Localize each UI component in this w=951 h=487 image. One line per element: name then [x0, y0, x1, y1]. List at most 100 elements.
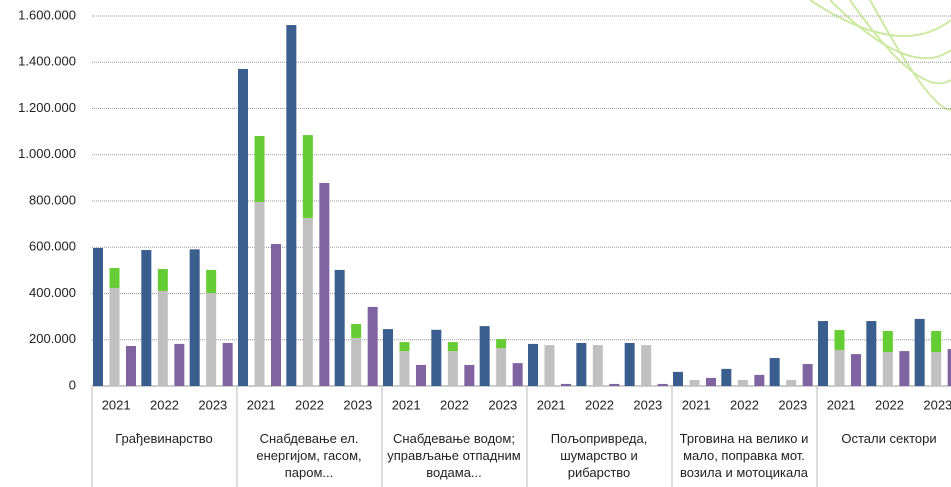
bar [334, 269, 345, 386]
bar [351, 324, 362, 338]
bar [464, 364, 475, 386]
bar [206, 269, 217, 294]
decor-arc [869, 0, 951, 111]
x-tick-label: 2022 [730, 397, 759, 412]
bar [141, 250, 152, 386]
bar [254, 136, 265, 202]
bar [641, 345, 652, 386]
x-tick-label: 2022 [295, 397, 324, 412]
bar [802, 364, 813, 386]
group-label: Остали сектори [841, 431, 937, 446]
bar [351, 337, 362, 386]
bar [737, 379, 748, 386]
bar [109, 287, 120, 386]
x-tick-label: 2023 [633, 397, 662, 412]
bar [576, 342, 587, 386]
bar [206, 293, 217, 386]
bar [367, 306, 378, 386]
bar [383, 329, 393, 386]
bar [851, 354, 861, 386]
bar [721, 368, 732, 386]
bar [754, 374, 765, 386]
bar [399, 342, 410, 352]
bar [157, 290, 168, 386]
bar [609, 383, 620, 386]
group-label: Грађевинарство [115, 431, 213, 446]
x-tick-label: 2021 [682, 397, 711, 412]
y-tick-label: 1.200.000 [18, 100, 76, 115]
bar [882, 352, 893, 386]
bar [431, 329, 442, 386]
bar [286, 25, 297, 387]
bar [866, 321, 877, 386]
bar [447, 342, 458, 352]
y-tick-label: 200.000 [29, 331, 76, 346]
bar [947, 349, 951, 386]
decor-arc [829, 0, 951, 60]
x-tick-label: 2023 [198, 397, 227, 412]
x-tick-label: 2021 [537, 397, 566, 412]
y-tick-label: 600.000 [29, 239, 76, 254]
decoration [809, 0, 951, 111]
bar [769, 358, 780, 386]
x-tick-label: 2021 [247, 397, 276, 412]
decor-arc [849, 0, 951, 85]
bar [657, 383, 668, 386]
bar [786, 379, 797, 386]
bar [882, 330, 893, 353]
bar [302, 135, 313, 218]
group-label: Снабдевање ел. енергијом, гасом, паром..… [256, 431, 362, 480]
bar [496, 339, 507, 349]
bar [561, 383, 571, 386]
x-tick-label: 2022 [585, 397, 614, 412]
bar [899, 351, 910, 386]
bar [157, 268, 168, 291]
bar [834, 330, 845, 350]
bar [528, 343, 538, 386]
bar [302, 217, 313, 386]
bar [254, 201, 265, 386]
y-tick-label: 1.400.000 [18, 54, 76, 69]
bar [126, 345, 136, 386]
group-label: Снабдевање водом; управљање отпадним вод… [387, 431, 521, 480]
bar [447, 351, 458, 386]
x-tick-label: 2022 [440, 397, 469, 412]
bar [818, 321, 828, 386]
bar [706, 377, 716, 386]
bar [512, 363, 523, 386]
bar [109, 268, 120, 288]
x-tick-label: 2021 [102, 397, 131, 412]
bar [174, 343, 185, 386]
bar [416, 364, 426, 386]
bar [238, 68, 248, 387]
bar [496, 348, 507, 386]
bar [479, 326, 490, 386]
x-tick-label: 2023 [778, 397, 807, 412]
bar [914, 318, 925, 386]
y-tick-label: 1.600.000 [18, 7, 76, 22]
x-tick-label: 2023 [488, 397, 517, 412]
x-tick-label: 2021 [392, 397, 421, 412]
x-tick-label: 2023 [923, 397, 951, 412]
bar [931, 352, 942, 386]
y-tick-label: 400.000 [29, 285, 76, 300]
bar [689, 379, 700, 386]
y-tick-label: 800.000 [29, 192, 76, 207]
bar [673, 371, 683, 386]
bar [399, 351, 410, 386]
bar [624, 342, 635, 386]
bar [271, 244, 281, 386]
x-tick-label: 2022 [150, 397, 179, 412]
y-tick-label: 1.000.000 [18, 146, 76, 161]
bar [931, 330, 942, 353]
x-tick-label: 2022 [875, 397, 904, 412]
bar [592, 345, 603, 386]
x-tick-label: 2021 [827, 397, 856, 412]
group-label: Трговина на велико и мало, поправка мот.… [679, 431, 809, 480]
y-tick-label: 0 [69, 377, 76, 392]
bar [189, 249, 200, 386]
x-tick-label: 2023 [343, 397, 372, 412]
bar [222, 342, 233, 386]
group-label: Пољопривреда, шумарство и рибарство [550, 431, 648, 480]
